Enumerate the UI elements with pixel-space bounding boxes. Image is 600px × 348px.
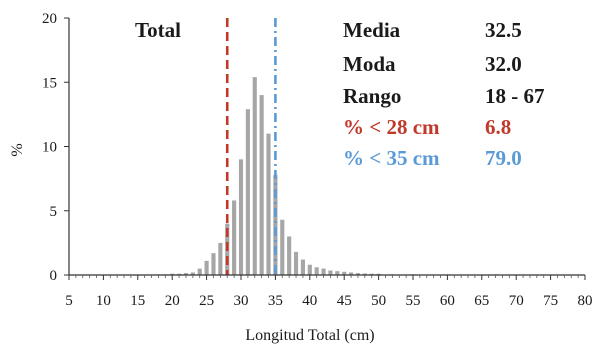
reference-lines-layer <box>225 18 277 275</box>
x-tick-label: 15 <box>130 293 145 309</box>
histogram-bar <box>266 133 271 275</box>
stat-value: 79.0 <box>485 146 522 170</box>
stat-label: % < 35 cm <box>343 146 440 170</box>
y-tick-label: 5 <box>50 204 58 220</box>
y-axis-title: % <box>9 143 26 156</box>
histogram-bar <box>362 273 367 275</box>
y-tick-label: 10 <box>42 140 57 156</box>
histogram-bar <box>245 109 250 275</box>
histogram-bar <box>218 242 223 275</box>
x-tick-label: 20 <box>165 293 180 309</box>
histogram-bar <box>170 273 175 275</box>
histogram-bar <box>300 259 305 275</box>
histogram-bar <box>349 272 354 275</box>
histogram-bar <box>280 219 285 275</box>
x-tick-label: 45 <box>337 293 352 309</box>
histogram-bar <box>355 273 361 275</box>
x-tick-label: 55 <box>406 293 421 309</box>
panel-label: Total <box>135 18 181 42</box>
histogram-bar <box>376 273 381 275</box>
histogram-bar <box>369 273 374 275</box>
histogram-bar <box>307 264 312 275</box>
histogram-bar <box>293 251 299 275</box>
stat-label: Rango <box>343 84 401 108</box>
histogram-bar <box>238 159 244 275</box>
histogram-bar <box>252 77 257 275</box>
stat-value: 6.8 <box>485 115 511 139</box>
histogram-bar <box>190 272 195 275</box>
histogram-bar <box>183 273 189 275</box>
histogram-bar <box>342 271 347 275</box>
stats-table: Media 32.5 Moda 32.0 Rango 18 - 67 % < 28 cm 6.… <box>343 18 545 170</box>
histogram-bar <box>232 200 237 275</box>
x-tick-label: 35 <box>268 293 283 309</box>
x-tick-label: 10 <box>96 293 111 309</box>
histogram-bar <box>314 267 319 275</box>
histogram-bar <box>335 271 340 275</box>
stat-value: 32.5 <box>485 18 522 42</box>
bars-layer <box>156 77 498 275</box>
histogram-bar <box>197 268 202 275</box>
histogram-bar <box>328 270 333 275</box>
x-tick-label: 50 <box>371 293 386 309</box>
stat-label: % < 28 cm <box>343 115 440 139</box>
x-tick-label: 70 <box>509 293 524 309</box>
y-tick-label: 20 <box>42 11 57 27</box>
x-tick-label: 5 <box>65 293 73 309</box>
histogram-bar <box>321 268 326 275</box>
x-tick-label: 80 <box>578 293 593 309</box>
histogram-bar <box>273 174 278 275</box>
x-tick-label: 40 <box>302 293 317 309</box>
stat-label: Moda <box>343 52 396 76</box>
stat-label: Media <box>343 18 401 42</box>
y-tick-label: 0 <box>50 268 58 284</box>
histogram-bar <box>204 260 209 275</box>
stat-value: 18 - 67 <box>485 84 545 108</box>
x-tick-label: 65 <box>474 293 489 309</box>
x-tick-label: 30 <box>234 293 249 309</box>
x-axis-title: Longitud Total (cm) <box>245 327 374 344</box>
histogram-bar <box>259 95 264 275</box>
histogram-bar <box>177 273 182 275</box>
x-tick-label: 75 <box>543 293 558 309</box>
x-tick-label: 25 <box>199 293 214 309</box>
x-tick-label: 60 <box>440 293 455 309</box>
stat-value: 32.0 <box>485 52 522 76</box>
histogram-bar <box>287 236 292 275</box>
histogram-bar <box>211 253 216 275</box>
y-tick-label: 15 <box>42 75 57 91</box>
